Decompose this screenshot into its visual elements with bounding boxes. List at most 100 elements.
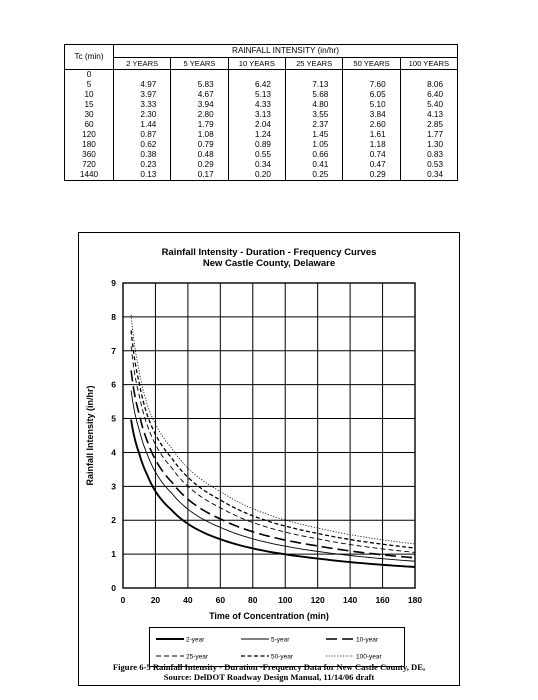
intensity-cell	[112, 69, 172, 80]
x-tick-label: 180	[408, 595, 422, 605]
intensity-cell: 3.55	[284, 110, 344, 120]
intensity-cell: 2.80	[170, 110, 229, 120]
legend-label-5-year: 5-year	[271, 637, 290, 644]
table-row: 1440 0.13 0.17 0.20 0.25 0.29 0.34	[64, 170, 459, 181]
intensity-cell: 0.23	[112, 160, 172, 170]
intensity-cell: 1.77	[399, 130, 459, 140]
tc-cell: 30	[64, 110, 114, 120]
column-header: 50 YEARS	[342, 57, 401, 70]
x-tick-label: 120	[311, 595, 325, 605]
intensity-cell: 5.13	[227, 90, 286, 100]
table-header-row: Tc (min) RAINFALL INTENSITY (in/hr)	[64, 44, 458, 70]
intensity-cell: 6.40	[399, 90, 459, 100]
intensity-cell: 1.18	[342, 140, 401, 150]
intensity-cell: 0.38	[112, 150, 172, 160]
chart-title: Rainfall Intensity - Duration - Frequenc…	[161, 247, 377, 258]
table-row: 60 1.44 1.79 2.04 2.37 2.60 2.85	[64, 120, 459, 130]
tc-cell: 120	[64, 130, 114, 140]
y-tick-label: 4	[111, 447, 116, 457]
series-line-5-year	[130, 390, 416, 562]
table-row: 30 2.30 2.80 3.13 3.55 3.84 4.13	[64, 110, 459, 120]
intensity-cell: 1.44	[112, 120, 172, 130]
intensity-cell: 5.10	[342, 100, 401, 110]
intensity-cell: 2.85	[399, 120, 459, 130]
tc-cell: 15	[64, 100, 114, 110]
intensity-cell: 1.30	[399, 140, 459, 150]
intensity-cell: 1.24	[227, 130, 286, 140]
y-tick-label: 0	[111, 583, 116, 593]
table-row: 15 3.33 3.94 4.33 4.80 5.10 5.40	[64, 100, 459, 110]
table-row: 720 0.23 0.29 0.34 0.41 0.47 0.53	[64, 160, 459, 170]
intensity-cell: 0.89	[227, 140, 286, 150]
intensity-cell: 0.87	[112, 130, 172, 140]
intensity-cell: 2.04	[227, 120, 286, 130]
intensity-cell: 3.13	[227, 110, 286, 120]
intensity-cell: 0.55	[227, 150, 286, 160]
idf-chart: 0 20 40 60 80 100 120 140 160 180 0 1 2 3 4 5 6 7 8 9 Time o…	[85, 278, 422, 621]
tc-cell: 0	[64, 69, 114, 80]
x-tick-label: 20	[151, 595, 161, 605]
intensity-cell: 4.33	[227, 100, 286, 110]
intensity-cell: 2.60	[342, 120, 401, 130]
intensity-cell: 0.74	[342, 150, 401, 160]
intensity-group-header: RAINFALL INTENSITY (in/hr)	[113, 44, 458, 58]
intensity-cell	[170, 69, 229, 80]
x-tick-label: 80	[248, 595, 258, 605]
intensity-cell: 3.84	[342, 110, 401, 120]
intensity-cell: 4.67	[170, 90, 229, 100]
series-line-25-year	[130, 346, 416, 553]
intensity-cell	[227, 69, 286, 80]
x-tick-label: 40	[183, 595, 193, 605]
intensity-cell: 0.79	[170, 140, 229, 150]
intensity-cell	[342, 69, 401, 80]
intensity-cell: 7.60	[342, 80, 401, 90]
x-tick-label: 60	[216, 595, 226, 605]
figure-caption: Figure 6-5 Rainfall Intensity - Duration…	[0, 662, 538, 682]
intensity-cell: 0.83	[399, 150, 459, 160]
intensity-cell: 2.37	[284, 120, 344, 130]
tc-cell: 60	[64, 120, 114, 130]
intensity-cell: 3.94	[170, 100, 229, 110]
intensity-cell: 3.97	[112, 90, 172, 100]
column-header: 100 YEARS	[399, 57, 459, 70]
y-tick-label: 6	[111, 380, 116, 390]
chart-title-block: Rainfall Intensity - Duration - Frequenc…	[79, 247, 459, 269]
y-tick-label: 7	[111, 346, 116, 356]
intensity-cell: 0.66	[284, 150, 344, 160]
intensity-cell: 0.41	[284, 160, 344, 170]
caption-line-1: Figure 6-5 Rainfall Intensity - Duration…	[112, 662, 426, 672]
intensity-cell: 0.29	[342, 170, 401, 181]
table-row: 180 0.62 0.79 0.89 1.05 1.18 1.30	[64, 140, 459, 150]
intensity-cell: 0.20	[227, 170, 286, 181]
intensity-cell: 5.68	[284, 90, 344, 100]
intensity-cell: 0.48	[170, 150, 229, 160]
table-column-header-row: 2 YEARS 5 YEARS 10 YEARS 25 YEARS 50 YEARS 10…	[65, 57, 459, 70]
x-tick-label: 100	[278, 595, 292, 605]
intensity-cell	[399, 69, 459, 80]
tc-cell: 720	[64, 160, 114, 170]
legend-label-25-year: 25-year	[186, 654, 209, 661]
intensity-cell	[284, 69, 344, 80]
column-header: 2 YEARS	[112, 57, 172, 70]
table-row: 120 0.87 1.08 1.24 1.45 1.61 1.77	[64, 130, 459, 140]
tc-cell: 180	[64, 140, 114, 150]
intensity-cell: 0.29	[170, 160, 229, 170]
tc-cell: 10	[64, 90, 114, 100]
x-tick-label: 160	[375, 595, 389, 605]
intensity-cell: 6.42	[227, 80, 286, 90]
tc-cell: 360	[64, 150, 114, 160]
intensity-cell: 8.06	[399, 80, 459, 90]
intensity-cell: 6.05	[342, 90, 401, 100]
intensity-cell: 1.79	[170, 120, 229, 130]
x-tick-label: 140	[343, 595, 357, 605]
tc-cell: 1440	[64, 170, 114, 181]
intensity-cell: 1.08	[170, 130, 229, 140]
legend-label-50-year: 50-year	[271, 654, 294, 661]
y-axis-label: Rainfall Intensity (in/hr)	[85, 385, 95, 485]
column-header: 5 YEARS	[170, 57, 229, 70]
intensity-cell: 3.33	[112, 100, 172, 110]
intensity-cell: 0.53	[399, 160, 459, 170]
plot-frame	[122, 282, 416, 589]
table-row: 0	[64, 69, 459, 80]
intensity-cell: 0.34	[227, 160, 286, 170]
